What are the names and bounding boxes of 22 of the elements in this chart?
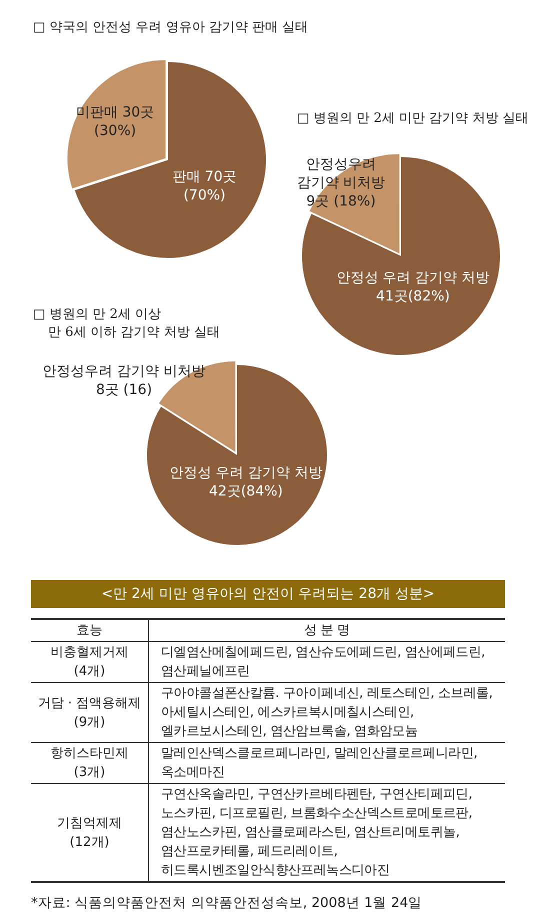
text: 디엘염산메칠에페드린, 염산슈도에페드린, 염산에페드린, 염산페닐에프린 [160,644,486,681]
text: *자료: 식품의약품안전처 의약품안전성속보, 2008년 1월 24일 [31,894,424,912]
text: <만 2세 미만 영유아의 안전이 우려되는 28개 성분> [31,580,505,608]
slice-label: 판매 70곳 (70%) [172,168,237,204]
text: 비충혈제거제 (4개) [31,642,148,682]
text: 효능 [31,619,148,642]
data-label: 42곳(84%) [209,483,283,500]
slice-label: 미판매 30곳 (30%) [76,104,154,139]
text: 구아야콜설폰산칼륨. 구아이페네신, 레토스테인, 소브레롤, 아세틸시스테인, 에스카르복시메칠시스테인, 엘카르보시스테인, 염산암브록솔, 염화암모늄 [160,685,494,741]
chart-title: □ 병원의 만 2세 미만 감기약 처방 실태 [297,110,528,126]
text: 항히스타민제 (3개) [31,742,148,784]
text: 기침억제제 (12개) [31,784,148,882]
data-label: 41곳(82%) [376,288,450,304]
chart-title: □ 약국의 안전성 우려 영유아 감기약 판매 실태 [33,20,308,35]
data-label: 8곳 (16) [96,382,152,398]
text: 말레인산덱스클로르페니라민, 말레인산클로르페니라민, 옥소메마진 [160,745,478,782]
slice-label: 안정성 우려 감기약 처방 [336,270,490,286]
chart-title: □ 병원의 만 2세 이상 만 6세 이하 감기약 처방 실태 [33,307,220,342]
text: 구연산옥솔라민, 구연산카르베타펜탄, 구연산티페피딘, 노스카핀, 디프로필린, 브롬화수소산덱스트로메토르판, 염산노스카핀, 염산클로페라스틴, 염산트리메토퀴놀, 염산프로카테롤, 페드리레이트, 히드록시벤조일안식향산프레녹스디아진 [160,786,474,880]
text: 성 분 명 [303,622,351,640]
text: 거담 · 점액용해제 (9개) [31,682,148,742]
slice-label: 안정성 우려 감기약 처방 [169,464,323,481]
